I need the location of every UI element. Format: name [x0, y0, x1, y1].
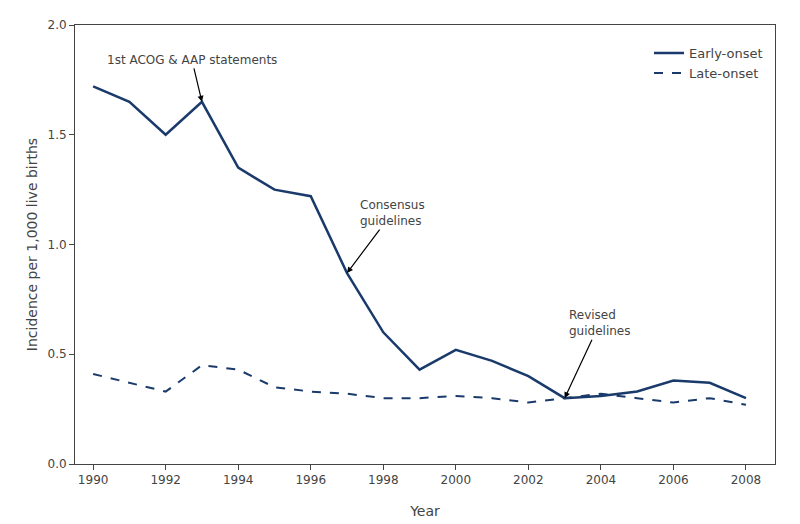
- svg-text:1.5: 1.5: [48, 128, 67, 142]
- svg-text:2000: 2000: [441, 473, 472, 487]
- svg-text:1998: 1998: [368, 473, 399, 487]
- svg-text:Early-onset: Early-onset: [689, 46, 763, 61]
- svg-text:1.0: 1.0: [48, 238, 67, 252]
- svg-text:Late-onset: Late-onset: [689, 66, 758, 81]
- svg-text:2008: 2008: [731, 473, 762, 487]
- svg-text:1994: 1994: [223, 473, 254, 487]
- svg-text:2004: 2004: [586, 473, 617, 487]
- svg-text:Year: Year: [409, 503, 440, 519]
- svg-text:2002: 2002: [513, 473, 544, 487]
- svg-text:2.0: 2.0: [48, 18, 67, 32]
- svg-text:2006: 2006: [658, 473, 689, 487]
- svg-text:1996: 1996: [295, 473, 326, 487]
- svg-text:Incidence per 1,000 live birth: Incidence per 1,000 live births: [24, 138, 40, 351]
- svg-text:1992: 1992: [150, 473, 181, 487]
- svg-text:1st ACOG & AAP statements: 1st ACOG & AAP statements: [107, 53, 277, 67]
- svg-text:Consensusguidelines: Consensusguidelines: [360, 198, 425, 228]
- svg-text:Revisedguidelines: Revisedguidelines: [569, 308, 630, 338]
- svg-text:0.0: 0.0: [48, 457, 67, 471]
- svg-text:0.5: 0.5: [48, 347, 67, 361]
- svg-text:1990: 1990: [78, 473, 109, 487]
